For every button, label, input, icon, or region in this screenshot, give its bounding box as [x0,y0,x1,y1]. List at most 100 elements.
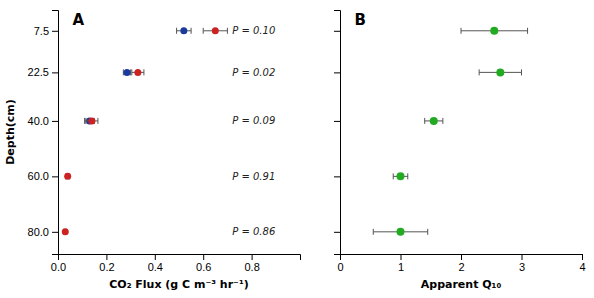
x-axis-tick: 0.0 [51,254,66,273]
error-bar-cap [97,118,98,124]
x-axis-title: Apparent Q₁₀ [421,278,502,291]
annotation: P = 0.91 [232,171,275,182]
y-axis-tick-mark [334,31,340,32]
point [64,173,71,180]
y-axis-tick: 40.0 [28,115,58,127]
x-axis-tick-mark [582,254,583,260]
point [496,68,504,76]
error-bar-cap [479,69,480,75]
error-bar [123,69,130,75]
error-bar [132,69,144,75]
x-axis-tick-label: 2 [458,261,464,273]
error-bar [177,28,192,34]
panel: 0.0 0.2 0.4 0.6 0.8 7.5 22.5 40.0 60.0 80.0 P = 0.… [4,11,301,292]
y-axis-tick: 22.5 [28,66,58,78]
series [373,27,527,236]
y-axis-tick-mark [52,176,58,177]
y-axis-tick-mark [52,232,58,233]
error-bar [393,173,408,179]
chart: 0.0 0.2 0.4 0.6 0.8 7.5 22.5 40.0 60.0 80.0 P = 0.… [0,0,594,298]
x-axis: 0 1 2 3 4 [337,254,585,273]
x-axis-tick-label: 0.8 [244,261,259,273]
x-axis-tick: 3 [519,254,525,273]
point [430,117,438,125]
error-bar-cap [191,28,192,34]
x-axis-tick: 0.6 [196,254,211,273]
x-axis-tick-label: 0.0 [51,261,66,273]
error-bar-cap [85,118,86,124]
x-axis-tick-label: 0.4 [148,261,163,273]
point [62,228,69,235]
panel-label: B [355,11,366,29]
x-axis-tick: 4 [579,254,585,273]
x-axis-tick: 0.2 [99,254,114,273]
y-axis-tick [334,121,340,122]
x-axis-tick-label: 0.2 [99,261,114,273]
x-axis-tick-mark [203,254,204,260]
y-axis-tick [334,176,340,177]
x-axis-tick-mark [401,254,402,260]
error-bar-cap [461,28,462,34]
y-axis: 7.5 22.5 40.0 60.0 80.0 [28,11,59,255]
point [212,27,219,34]
x-axis: 0.0 0.2 0.4 0.6 0.8 [51,254,301,273]
error-bar-cap [143,69,144,75]
x-axis-tick-label: 4 [579,261,585,273]
error-bar-cap [521,69,522,75]
x-axis-tick: 0 [337,254,343,273]
point [397,228,405,236]
error-bar-cap [424,118,425,124]
y-axis-tick [334,232,340,233]
error-bar [461,28,528,34]
x-axis-tick-label: 0.6 [196,261,211,273]
x-axis-line [59,255,301,261]
x-axis-tick-mark [155,254,156,260]
error-bar [425,118,443,124]
x-axis-tick: 0.8 [244,254,259,273]
panel: 0 1 2 3 4 B Apparent Q₁₀ [334,11,586,292]
point [397,172,405,180]
y-axis-tick-mark [334,72,340,73]
error-bar-cap [373,229,374,235]
x-axis-title: CO₂ Flux (g C m⁻³ hr⁻¹) [109,278,249,291]
error-bar [86,118,98,124]
marks [62,27,228,235]
y-axis-line [334,11,341,255]
annotation: P = 0.10 [232,25,275,36]
error-bar-cap [227,28,228,34]
y-axis-tick-label: 7.5 [34,25,49,37]
x-axis-tick: 2 [458,254,464,273]
y-axis-tick-mark [52,31,58,32]
y-axis-tick-mark [334,121,340,122]
y-axis-line [52,11,59,255]
x-axis-tick-label: 0 [337,261,343,273]
x-axis-tick-mark [252,254,253,260]
x-axis-tick-label: 3 [519,261,525,273]
annotation: P = 0.02 [232,67,275,78]
point [180,27,187,34]
y-axis-tick-mark [334,176,340,177]
y-axis-tick-mark [334,232,340,233]
error-bar [373,229,427,235]
point [134,69,141,76]
x-axis-tick-label: 1 [398,261,404,273]
x-axis-tick-mark [522,254,523,260]
y-axis-tick-label: 60.0 [28,170,49,182]
error-bar-cap [176,28,177,34]
error-bar-cap [427,229,428,235]
y-axis-tick-mark [52,72,58,73]
y-axis-tick: 80.0 [28,226,58,238]
y-axis-tick [334,31,340,32]
annotation: P = 0.09 [232,115,275,126]
error-bar-cap [407,173,408,179]
error-bar-cap [84,118,85,124]
y-axis-tick-mark [52,121,58,122]
x-axis-tick: 1 [398,254,404,273]
error-bar [203,28,227,34]
error-bar-cap [442,118,443,124]
y-axis-tick: 60.0 [28,170,58,182]
error-bar-cap [131,69,132,75]
series [62,27,228,235]
x-axis-line [341,255,583,261]
error-bar-cap [527,28,528,34]
